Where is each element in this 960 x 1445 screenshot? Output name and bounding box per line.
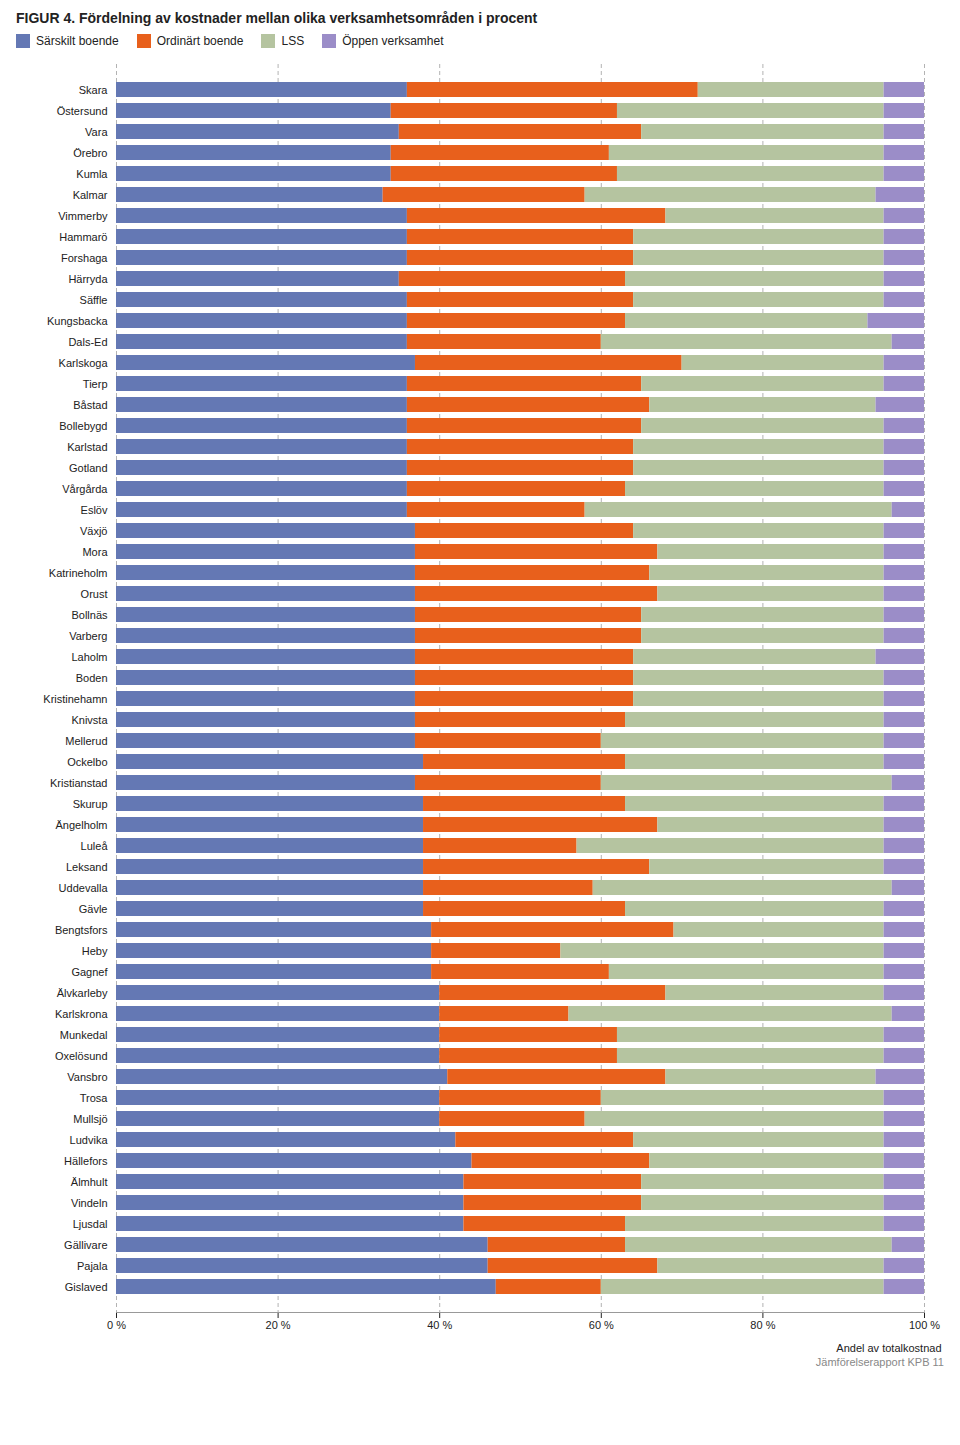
svg-text:Östersund: Östersund	[57, 105, 108, 117]
svg-text:Ludvika: Ludvika	[70, 1134, 109, 1146]
svg-text:Oxelösund: Oxelösund	[55, 1050, 108, 1062]
svg-text:Skurup: Skurup	[73, 798, 108, 810]
svg-text:Heby: Heby	[82, 945, 108, 957]
svg-text:Varberg: Varberg	[69, 630, 107, 642]
svg-text:Älmhult: Älmhult	[71, 1176, 108, 1188]
svg-text:Munkedal: Munkedal	[60, 1029, 108, 1041]
svg-text:Ängelholm: Ängelholm	[56, 819, 108, 831]
svg-text:Ockelbo: Ockelbo	[67, 756, 107, 768]
svg-text:Bengtsfors: Bengtsfors	[55, 924, 108, 936]
html-text:Ordinärt boende: Ordinärt boende	[156, 34, 244, 48]
svg-text:Andel av totalkostnad: Andel av totalkostnad	[836, 1342, 941, 1354]
html-text:LSS: LSS	[281, 34, 305, 48]
svg-text:Mora: Mora	[82, 546, 108, 558]
svg-text:Laholm: Laholm	[71, 651, 107, 663]
svg-text:Älvkarleby: Älvkarleby	[57, 987, 108, 999]
html-text:FIGUR 4. Fördelning av kostnad: FIGUR 4. Fördelning av kostnader mellan …	[16, 10, 538, 26]
svg-text:Gagnef: Gagnef	[71, 966, 108, 978]
svg-text:Kalmar: Kalmar	[73, 189, 108, 201]
svg-text:Vimmerby: Vimmerby	[58, 210, 108, 222]
svg-text:Boden: Boden	[76, 672, 108, 684]
svg-text:Kristianstad: Kristianstad	[50, 777, 107, 789]
svg-text:Knivsta: Knivsta	[71, 714, 108, 726]
svg-text:Gällivare: Gällivare	[64, 1239, 107, 1251]
svg-text:Kumla: Kumla	[76, 168, 108, 180]
svg-text:Bollnäs: Bollnäs	[71, 609, 108, 621]
svg-text:Kristinehamn: Kristinehamn	[43, 693, 107, 705]
svg-text:Kungsbacka: Kungsbacka	[47, 315, 108, 327]
svg-text:Båstad: Båstad	[73, 399, 107, 411]
html-text:Öppen verksamhet: Öppen verksamhet	[342, 34, 444, 48]
svg-text:Leksand: Leksand	[66, 861, 108, 873]
svg-text:Karlskoga: Karlskoga	[59, 357, 109, 369]
html-text:Jämförelserapport KPB 11: Jämförelserapport KPB 11	[815, 1356, 944, 1368]
svg-text:40 %: 40 %	[427, 1319, 452, 1331]
svg-text:Skara: Skara	[79, 84, 109, 96]
svg-text:100 %: 100 %	[909, 1319, 940, 1331]
svg-text:Karlstad: Karlstad	[67, 441, 107, 453]
svg-text:Katrineholm: Katrineholm	[49, 567, 108, 579]
svg-text:Säffle: Säffle	[80, 294, 108, 306]
svg-text:Vårgårda: Vårgårda	[62, 483, 108, 495]
svg-text:Forshaga: Forshaga	[61, 252, 108, 264]
svg-text:Ljusdal: Ljusdal	[73, 1218, 108, 1230]
svg-text:Pajala: Pajala	[77, 1260, 108, 1272]
svg-text:80 %: 80 %	[750, 1319, 775, 1331]
svg-text:Gotland: Gotland	[69, 462, 108, 474]
svg-text:Bollebygd: Bollebygd	[59, 420, 107, 432]
svg-text:Växjö: Växjö	[80, 525, 108, 537]
svg-text:Hammarö: Hammarö	[59, 231, 107, 243]
svg-text:Gislaved: Gislaved	[65, 1281, 108, 1293]
svg-text:Uddevalla: Uddevalla	[59, 882, 109, 894]
svg-text:Trosa: Trosa	[80, 1092, 109, 1104]
svg-text:20 %: 20 %	[266, 1319, 291, 1331]
svg-text:Karlskrona: Karlskrona	[55, 1008, 108, 1020]
html-text:Särskilt boende: Särskilt boende	[36, 34, 119, 48]
svg-text:Örebro: Örebro	[73, 147, 107, 159]
svg-text:Hällefors: Hällefors	[64, 1155, 108, 1167]
svg-text:0 %: 0 %	[107, 1319, 126, 1331]
svg-text:Luleå: Luleå	[81, 840, 109, 852]
svg-text:Orust: Orust	[81, 588, 108, 600]
svg-text:Tierp: Tierp	[83, 378, 108, 390]
svg-text:Gävle: Gävle	[79, 903, 108, 915]
svg-text:Vara: Vara	[85, 126, 108, 138]
svg-text:Vansbro: Vansbro	[67, 1071, 107, 1083]
svg-text:Dals-Ed: Dals-Ed	[68, 336, 107, 348]
svg-text:Eslöv: Eslöv	[81, 504, 108, 516]
svg-text:Vindeln: Vindeln	[71, 1197, 108, 1209]
svg-text:Mullsjö: Mullsjö	[73, 1113, 107, 1125]
svg-text:Härryda: Härryda	[68, 273, 108, 285]
svg-text:60 %: 60 %	[589, 1319, 614, 1331]
svg-text:Mellerud: Mellerud	[65, 735, 107, 747]
